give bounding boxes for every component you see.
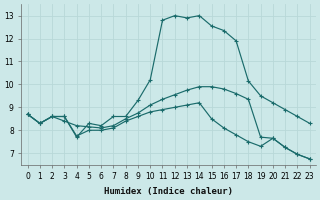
X-axis label: Humidex (Indice chaleur): Humidex (Indice chaleur) xyxy=(104,187,233,196)
